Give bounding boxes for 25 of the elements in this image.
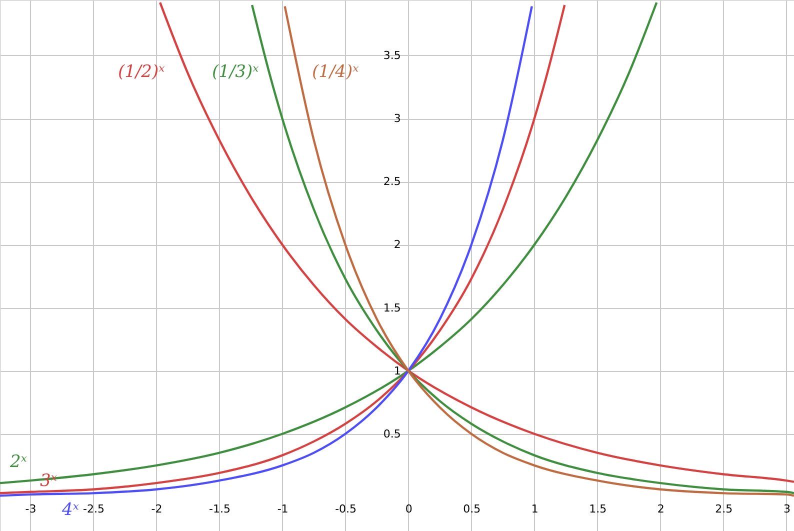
x-tick-label: -3	[25, 502, 36, 516]
y-tick-label: 0.5	[383, 427, 401, 440]
series-label: 2ˣ	[9, 452, 27, 472]
x-tick-label: 2.5	[715, 502, 733, 516]
y-tick-label: 2.5	[383, 175, 401, 188]
x-tick-label: 1.5	[589, 502, 607, 516]
x-tick-label: -0.5	[335, 502, 357, 516]
series-label: (1/3)ˣ	[212, 62, 259, 82]
series-label: (1/4)ˣ	[312, 62, 359, 82]
series-label: (1/2)ˣ	[118, 62, 165, 82]
y-tick-label: 1.5	[383, 301, 401, 314]
y-tick-label: 3.5	[383, 48, 401, 62]
x-tick-label: 0.5	[463, 502, 481, 516]
x-tick-label: -2	[151, 502, 162, 516]
x-tick-label: 2	[657, 502, 664, 516]
y-tick-label: 2	[394, 238, 401, 252]
x-tick-label: -1.5	[209, 502, 231, 516]
x-tick-label: -1	[277, 502, 288, 516]
x-tick-label: 3	[783, 502, 790, 516]
x-tick-label: 0	[405, 502, 412, 516]
x-tick-label: 1	[531, 502, 538, 516]
y-tick-label: 1	[394, 364, 401, 378]
y-tick-label: 3	[394, 112, 401, 126]
x-tick-label: -2.5	[83, 502, 104, 516]
series-label: 4ˣ	[61, 500, 79, 520]
